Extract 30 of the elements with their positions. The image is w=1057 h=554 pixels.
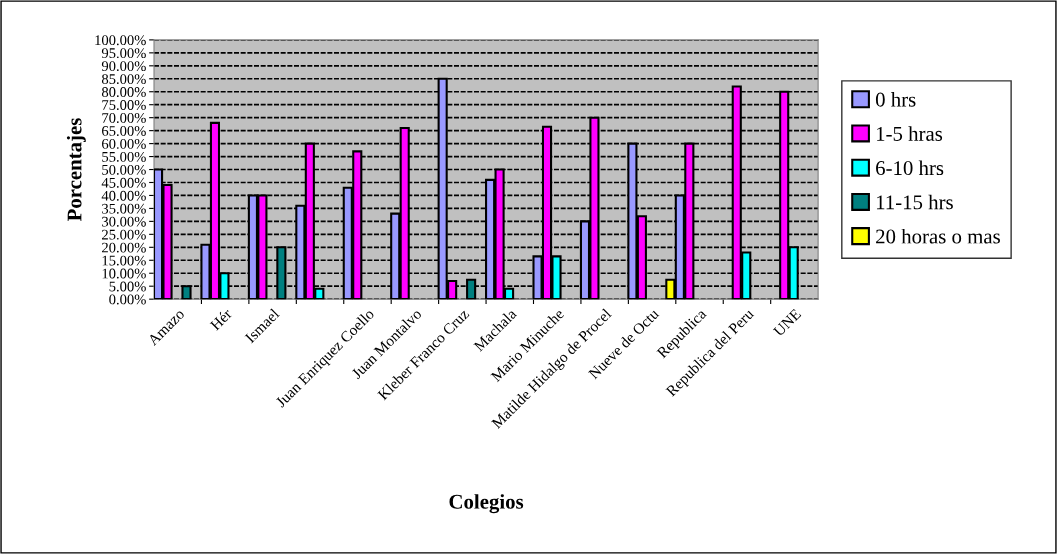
y-tick-label: 15.00% (102, 255, 146, 266)
y-tick-label: 45.00% (101, 177, 146, 188)
y-tick-label: 60.00% (102, 138, 146, 149)
x-tick-label: Hér (209, 307, 233, 331)
y-tick-label: 20.00% (102, 242, 146, 253)
y-tick-label: 95.00% (101, 48, 146, 59)
x-axis-title: Colegios (449, 494, 524, 514)
legend-label: 11-15 hrs (876, 194, 953, 210)
legend-label: 1-5 hras (876, 126, 943, 141)
y-tick-label: 10.00% (102, 268, 146, 279)
y-tick-label: 30.00% (102, 216, 146, 227)
y-tick-label: 65.00% (102, 126, 146, 136)
y-tick-label: 50.00% (102, 164, 146, 175)
legend-label: 20 horas o mas (876, 228, 1000, 244)
bar (181, 285, 192, 300)
y-tick-label: 85.00% (101, 74, 146, 85)
legend-label: 6-10 hrs (876, 160, 944, 176)
y-tick-label: 25.00% (102, 229, 146, 240)
y-tick-label: 55.00% (102, 151, 146, 162)
legend-label: 0 hrs (875, 92, 916, 107)
y-tick-label: 0.00% (109, 294, 146, 305)
y-tick-label: 100.00% (95, 35, 146, 46)
y-tick-label: 5.00% (109, 281, 146, 292)
y-tick-label: 75.00% (102, 100, 146, 110)
y-tick-label: 35.00% (102, 203, 146, 214)
y-tick-label: 90.00% (101, 61, 146, 72)
y-axis-title: Porcentajes (66, 118, 86, 222)
y-tick-label: 70.00% (102, 113, 146, 123)
y-tick-label: 40.00% (101, 190, 146, 201)
y-tick-label: 80.00% (101, 87, 146, 98)
